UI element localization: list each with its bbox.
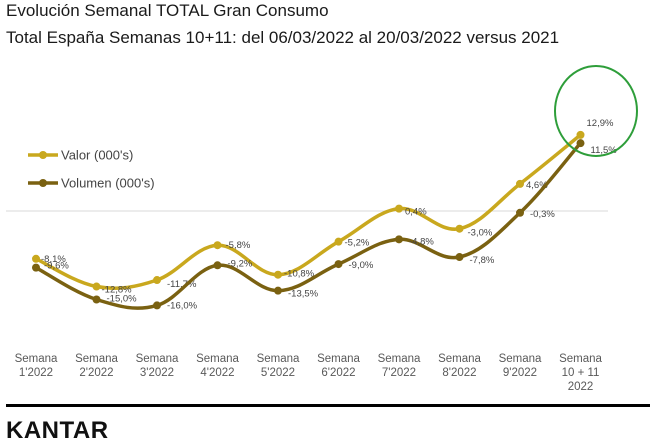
data-label-valor-10: 12,9% <box>587 118 614 129</box>
x-tick-label-8-2: 8'2022 <box>442 367 476 379</box>
highlight-circle <box>554 65 638 157</box>
line-chart: -8,1% -12,8% -11,7% -5,8% -10,8% -5,2% 0,4% -3,… <box>6 65 638 393</box>
data-label-valor-3: -11,7% <box>167 279 197 290</box>
data-label-valor-8: -3,0% <box>468 228 493 239</box>
data-point-valor-1 <box>32 254 40 263</box>
x-tick-label-3-1: Semana <box>136 353 179 365</box>
x-tick-label-5-1: Semana <box>257 353 300 365</box>
x-tick-label-3-2: 3'2022 <box>140 367 174 379</box>
data-label-volumen-3: -16,0% <box>167 300 198 311</box>
data-point-valor-5 <box>274 270 282 279</box>
data-label-volumen-7: -4,8% <box>409 236 434 247</box>
chart-subtitle: Total España Semanas 10+11: del 06/03/20… <box>6 28 560 47</box>
footer-divider <box>6 404 650 407</box>
data-point-valor-3 <box>153 276 161 285</box>
data-point-valor-10 <box>576 130 585 139</box>
x-tick-label-6-2: 6'2022 <box>321 367 355 379</box>
data-point-volumen-3 <box>153 301 161 310</box>
data-point-volumen-1 <box>32 263 40 272</box>
kantar-logo: KANTAR <box>6 417 109 444</box>
data-point-valor-4 <box>213 241 222 250</box>
data-point-valor-8 <box>455 224 464 233</box>
x-tick-label-8-1: Semana <box>438 353 481 365</box>
x-tick-label-2-2: 2'2022 <box>79 367 113 379</box>
legend-marker-1 <box>39 151 47 159</box>
legend-label-2: Volumen (000's) <box>61 176 155 191</box>
x-tick-label-6-1: Semana <box>317 353 360 365</box>
x-tick-label-7-1: Semana <box>378 353 421 365</box>
data-point-valor-9 <box>516 179 524 188</box>
legend-label-1: Valor (000's) <box>61 148 133 163</box>
data-label-volumen-8: -7,8% <box>470 255 495 266</box>
data-label-volumen-6: -9,0% <box>349 260 374 271</box>
data-point-volumen-9 <box>516 208 524 217</box>
data-label-volumen-2: -15,0% <box>107 294 138 305</box>
chart-title: Evolución Semanal TOTAL Gran Consumo <box>6 1 329 20</box>
x-tick-label-5-2: 5'2022 <box>261 367 295 379</box>
x-tick-label-10-2: 10 + 11 <box>562 367 600 379</box>
data-point-valor-6 <box>334 237 343 246</box>
data-point-volumen-2 <box>92 295 101 304</box>
legend-marker-2 <box>39 179 47 187</box>
data-label-volumen-9: -0,3% <box>530 209 555 220</box>
data-point-volumen-5 <box>274 286 282 295</box>
data-point-valor-7 <box>395 204 403 213</box>
data-label-valor-1: -8,1% <box>41 254 66 265</box>
data-label-volumen-4: -9,2% <box>228 258 253 269</box>
x-tick-label-1-2: 1'2022 <box>19 367 53 379</box>
data-label-volumen-1: -9,6% <box>44 261 69 272</box>
data-point-volumen-4 <box>213 261 222 270</box>
x-tick-label-10-3: 2022 <box>568 381 594 393</box>
x-tick-label-9-1: Semana <box>499 353 542 365</box>
data-label-valor-4: -5,8% <box>226 240 251 251</box>
data-label-valor-6: -5,2% <box>345 238 370 249</box>
x-tick-label-1-1: Semana <box>15 353 58 365</box>
series-line-volumen <box>34 141 583 310</box>
data-label-valor-7: 0,4% <box>405 207 427 218</box>
data-point-volumen-7 <box>395 235 403 244</box>
data-label-volumen-10: 11,5% <box>591 145 618 156</box>
data-label-valor-9: 4,6% <box>526 180 548 191</box>
x-tick-label-2-1: Semana <box>75 353 118 365</box>
data-point-volumen-8 <box>455 253 464 262</box>
series-line-valor <box>34 133 583 290</box>
data-label-valor-5: -10,8% <box>284 269 315 280</box>
data-point-volumen-6 <box>334 260 343 269</box>
data-label-valor-2: -12,8% <box>102 285 133 296</box>
data-label-volumen-5: -13,5% <box>288 289 319 300</box>
data-point-valor-2 <box>92 282 101 291</box>
data-point-volumen-10 <box>576 139 585 148</box>
x-tick-label-10-1: Semana <box>559 353 602 365</box>
x-tick-label-4-1: Semana <box>196 353 239 365</box>
x-tick-label-9-2: 9'2022 <box>503 367 537 379</box>
x-tick-label-4-2: 4'2022 <box>200 367 234 379</box>
x-tick-label-7-2: 7'2022 <box>382 367 416 379</box>
